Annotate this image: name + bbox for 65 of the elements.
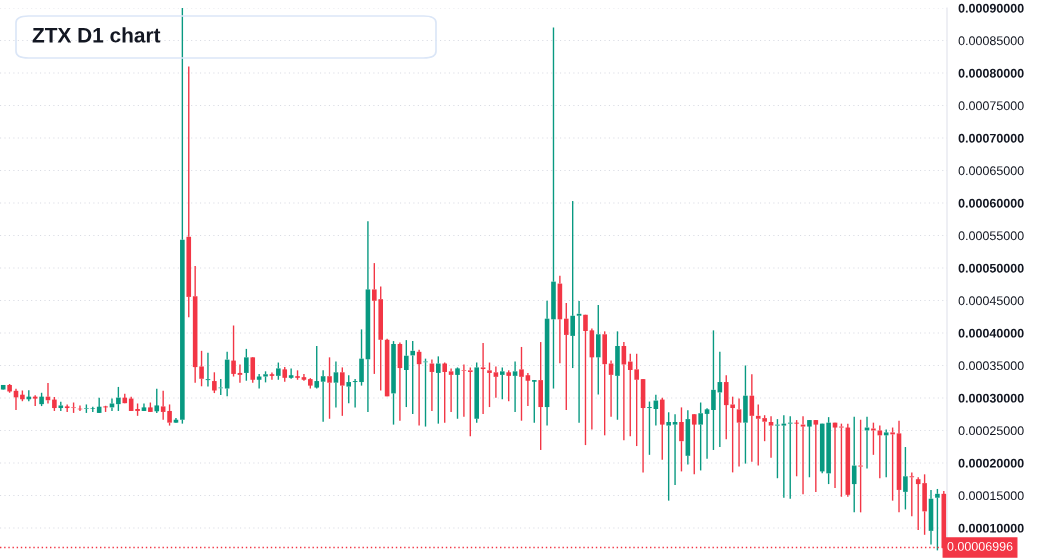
candlestick [269,371,275,381]
candlestick [231,324,236,378]
candlestick [64,403,70,413]
y-tick-label: 0.00010000 [958,523,1024,533]
candlestick [551,26,556,390]
candlestick [768,415,774,459]
candlestick [154,388,160,414]
y-tick-label: 0.00015000 [958,491,1024,501]
candlestick [461,363,467,418]
candlestick [288,367,294,380]
y-tick-label: 0.00070000 [958,133,1024,143]
y-tick-label: 0.00045000 [958,296,1024,306]
candlestick [583,314,588,446]
y-tick-label: 0.00075000 [958,101,1024,111]
candlestick [794,419,799,477]
candlestick [531,379,537,424]
candlestick [480,342,486,415]
candlestick [250,356,256,384]
candlestick [186,65,192,319]
y-tick-label: 0.00060000 [958,198,1024,208]
text: ZTX D1 chart [32,27,161,43]
candlestick [352,378,358,409]
y-tick-label: 0.00090000 [958,3,1024,13]
candlestick [493,365,499,399]
y-tick-label: 0.00085000 [958,36,1024,46]
candlestick [909,471,915,517]
y-tick-label: 0.00065000 [958,166,1024,176]
candlestick [813,419,819,493]
candlestick [212,371,217,394]
candlestick [851,416,857,514]
y-tick-label: 0.00050000 [958,263,1024,273]
candlestick [595,304,601,396]
y-tick-label: 0.00025000 [958,426,1024,436]
y-tick-label: 0.00055000 [958,231,1024,241]
candlestick [807,419,812,478]
y-tick-label: 0.00080000 [958,68,1024,78]
candlestick [525,372,531,407]
y-tick-label: 0.00035000 [958,361,1024,371]
y-tick-label: 0.00020000 [958,458,1024,468]
candlestick [538,341,543,451]
candlestick [736,397,742,468]
candlestick [448,367,454,413]
candlestick [691,413,697,476]
ref-line-label: 0.00006996 [947,541,1013,551]
candlestick [314,345,320,390]
candlestick [743,364,748,465]
candlestick [858,419,863,514]
candlestick [320,369,326,423]
candlestick [442,361,448,424]
candlestick [570,200,575,369]
candlestick [205,352,211,388]
candlestick [506,369,511,402]
candlestick [333,360,339,409]
candlestick [160,390,166,421]
candlestick [512,360,518,413]
candlestick [704,407,710,460]
y-tick-label: 0.00030000 [958,393,1024,403]
candlestick [711,329,716,451]
candlestick [877,424,883,479]
candlestick [832,421,838,489]
candlestick [519,346,524,422]
candlestick [672,413,678,486]
y-tick-label: 0.00040000 [958,328,1024,338]
candlestick [327,356,332,420]
candlestick [455,366,460,420]
